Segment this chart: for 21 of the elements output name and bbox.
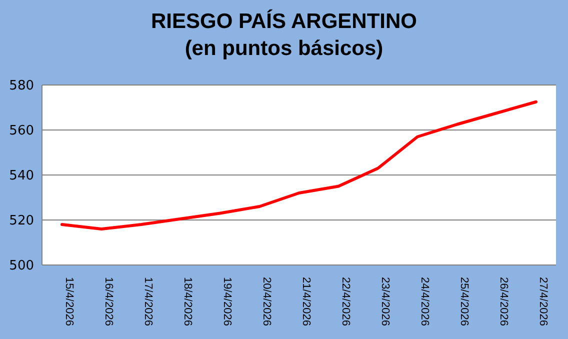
x-tick-label: 25/4/2026 <box>458 277 470 326</box>
y-tick-label: 560 <box>9 124 34 139</box>
line-series <box>60 100 538 230</box>
y-tick-label: 500 <box>9 258 34 274</box>
x-tick-label: 23/4/2026 <box>379 277 391 326</box>
x-tick-label: 26/4/2026 <box>498 277 510 326</box>
chart-title: RIESGO PAÍS ARGENTINO <box>150 8 418 35</box>
y-tick-label: 580 <box>9 78 34 94</box>
x-tick-label: 15/4/2026 <box>63 277 75 326</box>
x-tick-label: 19/4/2026 <box>221 277 233 326</box>
x-tick-label: 24/4/2026 <box>418 277 430 326</box>
x-tick-label: 27/4/2026 <box>537 277 549 326</box>
x-tick-label: 17/4/2026 <box>142 277 154 326</box>
x-tick-label: 21/4/2026 <box>300 277 312 326</box>
y-tick-label: 540 <box>9 168 34 184</box>
x-tick-label: 22/4/2026 <box>340 277 352 326</box>
x-tick-label: 20/4/2026 <box>260 277 272 326</box>
x-tick-label: 18/4/2026 <box>182 277 194 326</box>
x-tick-label: 16/4/2026 <box>102 277 114 326</box>
chart-subtitle: (en puntos básicos) <box>184 36 384 62</box>
y-tick-label: 520 <box>9 214 34 229</box>
